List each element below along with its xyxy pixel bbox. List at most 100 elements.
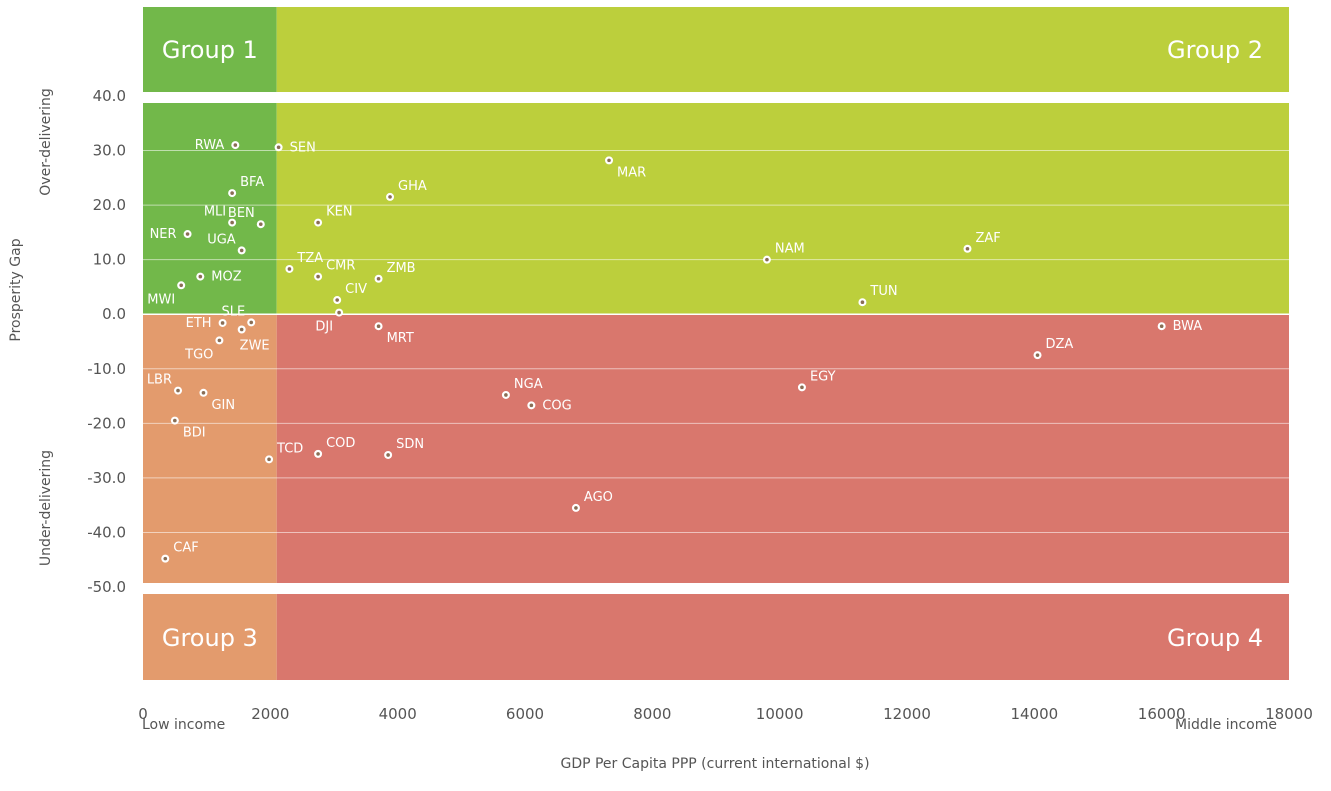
point-label: TUN bbox=[869, 284, 897, 299]
over-delivering-label: Over-delivering bbox=[38, 88, 54, 196]
data-point-center bbox=[965, 246, 970, 251]
point-label: UGA bbox=[207, 232, 236, 247]
group-2-band bbox=[276, 7, 1289, 92]
point-label: SDN bbox=[396, 437, 424, 452]
point-label: SEN bbox=[290, 140, 316, 155]
point-label: COG bbox=[542, 398, 571, 413]
point-label: CIV bbox=[345, 282, 367, 297]
x-axis-label: GDP Per Capita PPP (current internationa… bbox=[560, 756, 870, 772]
data-point-center bbox=[233, 143, 238, 147]
y-tick-label: 20.0 bbox=[93, 196, 126, 214]
group-3-band bbox=[143, 594, 277, 680]
y-tick-label: 30.0 bbox=[93, 142, 126, 160]
data-point-center bbox=[201, 390, 206, 395]
point-label: BFA bbox=[240, 175, 264, 190]
group-labels: Group 1 Group 2 Group 3 Group 4 bbox=[162, 36, 1263, 652]
x-tick-label: 0 bbox=[138, 705, 148, 723]
point-label: LBR bbox=[147, 373, 172, 388]
point-label: SLE bbox=[222, 304, 246, 319]
under-delivering-label: Under-delivering bbox=[38, 449, 54, 567]
y-tick-label: -30.0 bbox=[87, 469, 126, 487]
point-label: RWA bbox=[195, 138, 225, 153]
x-tick-label: 8000 bbox=[633, 705, 671, 723]
data-point-center bbox=[267, 457, 271, 462]
point-label: AGO bbox=[584, 490, 613, 505]
data-point-center bbox=[529, 403, 534, 408]
point-label: MLI bbox=[204, 205, 226, 220]
data-point-center bbox=[765, 257, 769, 262]
group-1-quadrant bbox=[143, 103, 277, 315]
data-point-center bbox=[163, 556, 168, 561]
group-3-label: Group 3 bbox=[162, 624, 258, 652]
point-label: MRT bbox=[387, 331, 414, 346]
data-point-center bbox=[376, 276, 381, 281]
point-label: NAM bbox=[775, 242, 805, 257]
data-point-center bbox=[217, 338, 222, 343]
point-label: EGY bbox=[810, 369, 836, 384]
x-tick-label: 16000 bbox=[1138, 705, 1186, 723]
point-label: BWA bbox=[1173, 319, 1203, 334]
data-point-center bbox=[185, 232, 190, 236]
point-label: MAR bbox=[617, 165, 646, 180]
point-label: KEN bbox=[326, 205, 352, 220]
point-label: BEN bbox=[228, 206, 255, 221]
data-point-center bbox=[800, 385, 804, 390]
group-1-band bbox=[143, 7, 277, 92]
group-2-quadrant bbox=[276, 103, 1289, 315]
data-point-center bbox=[287, 267, 292, 271]
point-label: NER bbox=[150, 227, 177, 242]
data-point-center bbox=[388, 195, 392, 199]
point-label: TZA bbox=[296, 251, 323, 266]
y-tick-label: 0.0 bbox=[102, 305, 126, 323]
data-point-center bbox=[173, 418, 177, 423]
point-label: MOZ bbox=[211, 270, 241, 285]
data-point-center bbox=[239, 327, 244, 332]
y-tick-label: -40.0 bbox=[87, 523, 126, 541]
point-label: BDI bbox=[183, 426, 206, 441]
y-axis-label: Prosperity Gap bbox=[8, 238, 24, 342]
y-tick-label: -20.0 bbox=[87, 414, 126, 432]
data-point-center bbox=[316, 220, 320, 225]
point-label: TGO bbox=[184, 347, 213, 362]
group-4-label: Group 4 bbox=[1167, 624, 1263, 652]
y-tick-label: -50.0 bbox=[87, 578, 126, 596]
group-2-label: Group 2 bbox=[1167, 36, 1263, 64]
data-point-center bbox=[337, 310, 341, 315]
grid-lines bbox=[143, 95, 1289, 588]
point-label: ZWE bbox=[240, 338, 270, 353]
low-income-label: Low income bbox=[142, 717, 226, 733]
data-point-center bbox=[504, 393, 508, 397]
data-point-center bbox=[574, 506, 578, 510]
data-point-center bbox=[230, 191, 234, 195]
quadrant-backgrounds bbox=[143, 7, 1289, 680]
data-point-center bbox=[860, 300, 865, 305]
data-point-center bbox=[316, 274, 320, 279]
data-point-center bbox=[249, 320, 254, 325]
data-point-center bbox=[220, 321, 225, 325]
point-label: TCD bbox=[276, 441, 303, 456]
x-tick-label: 18000 bbox=[1265, 705, 1313, 723]
data-point-center bbox=[376, 324, 381, 329]
point-label: CAF bbox=[173, 541, 198, 556]
point-label: CMR bbox=[326, 259, 355, 274]
data-point-center bbox=[607, 158, 611, 163]
x-tick-label: 14000 bbox=[1010, 705, 1058, 723]
data-point-center bbox=[316, 452, 320, 456]
point-label: DZA bbox=[1046, 337, 1074, 352]
data-point-center bbox=[276, 145, 281, 150]
x-tick-label: 2000 bbox=[251, 705, 289, 723]
data-point-center bbox=[239, 248, 244, 253]
y-tick-labels: 40.0 30.0 20.0 10.0 0.0 -10.0 -20.0 -30.0 -40.0 -… bbox=[87, 87, 126, 596]
data-point-center bbox=[198, 274, 203, 279]
data-point-center bbox=[1159, 324, 1164, 329]
point-label: DJI bbox=[315, 320, 333, 335]
x-tick-labels: 0 2000 4000 6000 8000 10000 12000 14000 16000 180… bbox=[138, 705, 1313, 723]
x-tick-label: 6000 bbox=[506, 705, 544, 723]
point-label: COD bbox=[326, 436, 355, 451]
middle-income-label: Middle income bbox=[1175, 717, 1277, 733]
point-label: MWI bbox=[147, 292, 175, 307]
group-1-label: Group 1 bbox=[162, 36, 258, 64]
point-label: ZMB bbox=[387, 261, 416, 276]
